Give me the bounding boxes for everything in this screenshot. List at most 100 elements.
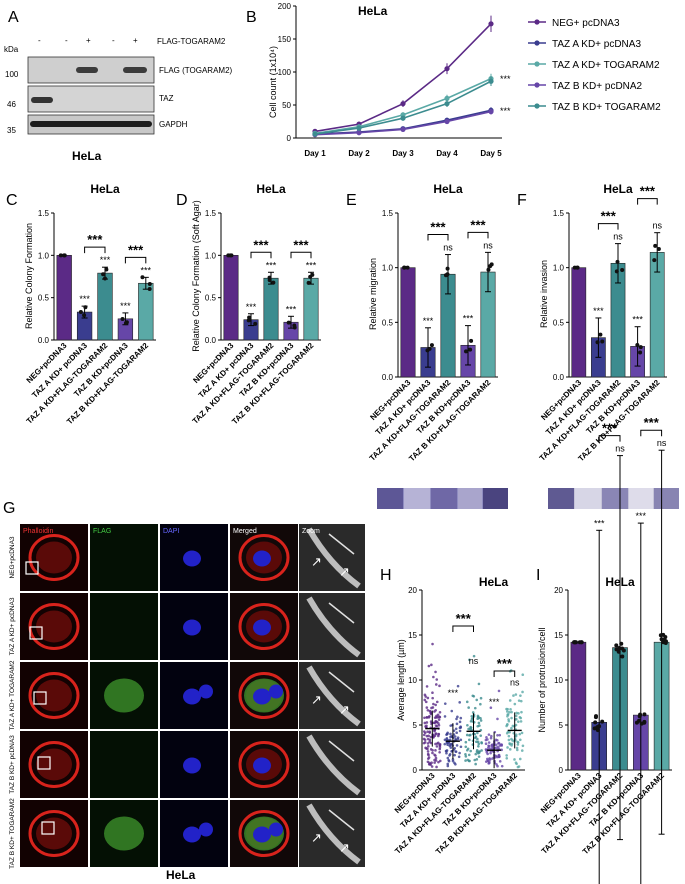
flag-togaram2-label: FLAG-TOGARAM2 (157, 37, 226, 46)
chart-data-point (476, 731, 479, 735)
chart-data-point (434, 724, 438, 727)
chart-data-point (405, 265, 410, 270)
chart-data-point (425, 348, 430, 353)
chart-data-point (459, 745, 463, 749)
dapi-nucleus (269, 822, 283, 837)
chart-data-point (453, 735, 457, 738)
chart-data-point (467, 706, 470, 709)
chart-data-point (446, 762, 450, 766)
chart-xtick-label: TAZ A KD+FLAG-TOGARAM2 (393, 771, 478, 856)
chart-data-point (433, 728, 437, 732)
zoom-region-box (29, 626, 43, 640)
chart-data-point (515, 711, 518, 715)
chart-data-point (427, 664, 431, 668)
chart-data-point (513, 758, 516, 761)
chart-data-point (454, 727, 458, 731)
row-label: TAZ B KD+ pcDNA3 (9, 735, 16, 794)
chart-data-point (423, 731, 427, 735)
significance-marker: ns (483, 240, 493, 250)
chart-data-point (497, 741, 501, 745)
chart-data-point (446, 731, 449, 735)
invasion-well-4 (629, 488, 653, 509)
chart-data-point (456, 684, 460, 688)
panel-label-a: A (8, 9, 19, 26)
chart-data-point (444, 749, 448, 753)
phalloidin-cytoplasm (36, 610, 72, 643)
chart-data-point (620, 268, 625, 273)
significance-bracket (84, 246, 106, 254)
chart-ytick-label: 0.0 (553, 373, 565, 382)
chart-data-point (465, 733, 469, 737)
chart-data-point (453, 753, 456, 757)
chart-data-point (600, 719, 605, 724)
chart-data-point (479, 717, 482, 720)
chart-data-point (469, 725, 472, 729)
chart-data-point (423, 698, 427, 702)
micrograph-tile (90, 593, 158, 660)
arrow-icon: ↗ (339, 840, 350, 855)
significance-bracket-label: *** (602, 421, 618, 436)
chart-data-point (498, 760, 502, 763)
chart-data-point (454, 750, 458, 753)
chart-data-point (102, 276, 107, 281)
chart-data-point (458, 720, 462, 724)
chart-data-point (510, 726, 513, 730)
chart-data-point (426, 742, 430, 745)
chart-data-point (474, 735, 478, 739)
chart-ylabel: Relative Colony Formation (24, 223, 34, 329)
chart-data-point (508, 699, 512, 702)
chart-data-point (468, 347, 473, 352)
significance-bracket-label: *** (601, 209, 617, 224)
chart-data-point (592, 726, 597, 731)
chart-ytick-label: 5 (559, 721, 564, 730)
invasion-well-5 (654, 488, 679, 509)
chart-data-point (519, 720, 523, 723)
chart-xtick-label: TAZ A KD+FLAG-TOGARAM2 (191, 341, 276, 426)
chart-data-point (58, 253, 63, 258)
zoom-filament (328, 809, 355, 831)
micrograph-tile (90, 731, 158, 798)
chart-data-point (498, 733, 501, 737)
chart-data-point (469, 749, 472, 753)
chart-data-point (450, 750, 453, 753)
migration-well-4 (458, 488, 482, 509)
chart-data-point (437, 718, 441, 721)
chart-data-point (659, 637, 664, 642)
chart-b-ytick-label: 50 (282, 101, 291, 110)
chart-data-point (428, 731, 432, 734)
chart-ylabel: Relative Colony Formation (Soft Agar) (191, 200, 201, 352)
chart-data-point (431, 751, 434, 755)
chart-data-point (653, 243, 658, 248)
zoom-region-box (37, 756, 51, 770)
chart-data-point (430, 663, 433, 667)
significance-marker: ns (613, 232, 623, 242)
significance-marker: ns (657, 438, 667, 448)
zoom-edge (306, 803, 361, 865)
chart-data-point (424, 695, 427, 698)
significance-bracket-label: *** (87, 232, 103, 247)
chart-data-point (470, 714, 474, 718)
marker-46: 46 (7, 100, 16, 109)
chart-data-point (510, 716, 513, 720)
chart-data-point (464, 753, 467, 756)
chart-data-point (491, 744, 495, 748)
chart-data-point (477, 745, 480, 748)
chart-data-point (443, 715, 447, 718)
chart-data-point (520, 749, 524, 752)
panel-b: B HeLa 0 50 100 150 200 Day 1 Day 2 Day 3 Day 4 D… (246, 2, 661, 158)
chart-data-point (638, 712, 643, 717)
chart-data-point (614, 643, 619, 648)
legend-entry: TAZ B KD+ TOGARAM2 (552, 102, 661, 113)
chart-data-point (435, 745, 439, 748)
chart-data-point (458, 751, 461, 755)
chart-data-point (486, 752, 489, 756)
chart-data-point (246, 318, 251, 323)
chart-data-point (575, 265, 580, 270)
chart-data-point (123, 321, 128, 326)
chart-data-point (468, 738, 471, 742)
chart-data-point (464, 745, 468, 749)
legend-swatch-point (534, 103, 540, 109)
invasion-images (548, 488, 679, 509)
chart-data-point (518, 738, 522, 742)
chart-b-xtick-label: Day 2 (348, 149, 370, 158)
